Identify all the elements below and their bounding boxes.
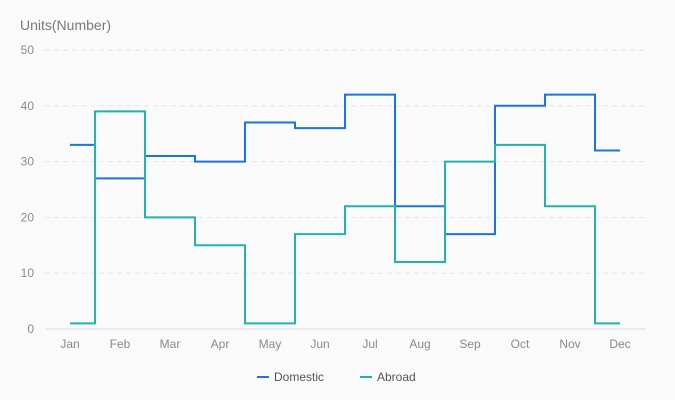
y-axis-ticks: 0 10 20 30 40 50 bbox=[21, 43, 35, 336]
x-axis-ticks: Jan Feb Mar Apr May Jun Jul Aug Sep Oct Nov Dec bbox=[60, 337, 630, 351]
legend-label: Domestic bbox=[274, 370, 324, 384]
x-tick-label: Dec bbox=[609, 337, 630, 351]
y-tick-label: 50 bbox=[21, 43, 35, 57]
x-tick-label: Feb bbox=[110, 337, 131, 351]
series-line-domestic bbox=[70, 93, 620, 236]
series-line-abroad bbox=[70, 110, 620, 325]
x-tick-label: Jun bbox=[310, 337, 329, 351]
y-axis-title: Units(Number) bbox=[20, 17, 111, 33]
legend-item-abroad[interactable]: Abroad bbox=[360, 370, 416, 384]
legend-label: Abroad bbox=[377, 370, 416, 384]
legend[interactable]: Domestic Abroad bbox=[257, 370, 416, 384]
grid-lines bbox=[45, 49, 645, 330]
x-tick-label: May bbox=[259, 337, 282, 351]
x-tick-label: Nov bbox=[559, 337, 580, 351]
series-lines bbox=[70, 93, 620, 325]
x-tick-label: Jul bbox=[362, 337, 377, 351]
x-tick-label: Mar bbox=[160, 337, 181, 351]
legend-item-domestic[interactable]: Domestic bbox=[257, 370, 324, 384]
x-tick-label: Apr bbox=[211, 337, 230, 351]
x-tick-label: Sep bbox=[459, 337, 481, 351]
y-tick-label: 0 bbox=[27, 322, 34, 336]
y-tick-label: 40 bbox=[21, 99, 35, 113]
x-tick-label: Aug bbox=[409, 337, 430, 351]
x-tick-label: Jan bbox=[60, 337, 79, 351]
y-tick-label: 30 bbox=[21, 155, 35, 169]
y-tick-label: 20 bbox=[21, 210, 35, 224]
y-tick-label: 10 bbox=[21, 266, 35, 280]
x-tick-label: Oct bbox=[511, 337, 530, 351]
